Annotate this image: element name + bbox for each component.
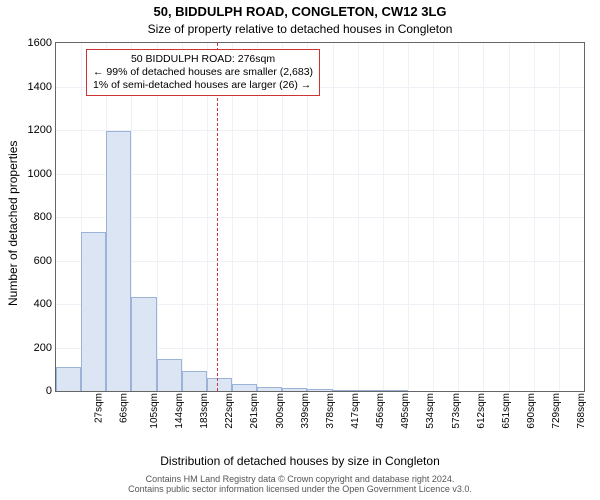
histogram-bar: [282, 388, 307, 391]
histogram-bar: [56, 367, 81, 391]
grid-line-v: [333, 43, 334, 391]
x-tick: 144sqm: [174, 393, 185, 429]
grid-line-v: [483, 43, 484, 391]
x-tick: 534sqm: [426, 393, 437, 429]
callout-line: ← 99% of detached houses are smaller (2,…: [93, 66, 313, 79]
grid-line-v: [408, 43, 409, 391]
y-tick: 1400: [28, 81, 56, 93]
histogram-bar: [157, 359, 182, 391]
x-tick: 339sqm: [300, 393, 311, 429]
x-tick: 729sqm: [551, 393, 562, 429]
x-tick: 768sqm: [576, 393, 587, 429]
y-tick: 800: [34, 211, 56, 223]
histogram-bar: [333, 390, 358, 391]
histogram-bar: [131, 297, 156, 391]
y-tick: 0: [46, 385, 56, 397]
grid-line-h: [56, 261, 584, 262]
x-tick: 300sqm: [275, 393, 286, 429]
grid-line-v: [383, 43, 384, 391]
x-tick: 612sqm: [476, 393, 487, 429]
y-tick: 1000: [28, 168, 56, 180]
y-tick: 200: [34, 342, 56, 354]
x-tick: 66sqm: [118, 393, 129, 423]
histogram-bar: [307, 389, 332, 391]
chart-title-line1: 50, BIDDULPH ROAD, CONGLETON, CW12 3LG: [0, 4, 600, 19]
histogram-bar: [232, 384, 257, 391]
histogram-bar: [106, 131, 131, 391]
x-tick: 183sqm: [199, 393, 210, 429]
x-tick: 417sqm: [350, 393, 361, 429]
y-tick: 1200: [28, 124, 56, 136]
chart-title-line2: Size of property relative to detached ho…: [0, 22, 600, 36]
x-tick: 378sqm: [325, 393, 336, 429]
x-tick: 222sqm: [224, 393, 235, 429]
plot-area: 0200400600800100012001400160027sqm66sqm1…: [55, 42, 585, 392]
footer: Contains HM Land Registry data © Crown c…: [0, 474, 600, 494]
histogram-bar: [81, 232, 106, 391]
grid-line-h: [56, 174, 584, 175]
grid-line-h: [56, 217, 584, 218]
x-tick: 495sqm: [400, 393, 411, 429]
reference-callout: 50 BIDDULPH ROAD: 276sqm← 99% of detache…: [86, 49, 320, 96]
histogram-bar: [207, 378, 232, 391]
x-tick: 456sqm: [375, 393, 386, 429]
x-tick: 261sqm: [250, 393, 261, 429]
grid-line-v: [358, 43, 359, 391]
histogram-bar: [358, 390, 383, 391]
histogram-bar: [257, 387, 282, 391]
chart-container: 50, BIDDULPH ROAD, CONGLETON, CW12 3LG S…: [0, 0, 600, 500]
grid-line-h: [56, 130, 584, 131]
x-tick: 651sqm: [501, 393, 512, 429]
x-tick: 105sqm: [149, 393, 160, 429]
histogram-bar: [383, 390, 408, 391]
y-axis-label: Number of detached properties: [6, 141, 20, 306]
grid-line-v: [433, 43, 434, 391]
callout-line: 50 BIDDULPH ROAD: 276sqm: [93, 53, 313, 66]
x-tick: 27sqm: [93, 393, 104, 423]
x-axis-label: Distribution of detached houses by size …: [0, 454, 600, 468]
grid-line-v: [559, 43, 560, 391]
x-tick: 573sqm: [451, 393, 462, 429]
x-tick: 690sqm: [526, 393, 537, 429]
footer-line1: Contains HM Land Registry data © Crown c…: [0, 474, 600, 484]
y-tick: 1600: [28, 37, 56, 49]
callout-line: 1% of semi-detached houses are larger (2…: [93, 79, 313, 92]
histogram-bar: [182, 371, 207, 391]
y-tick: 400: [34, 298, 56, 310]
footer-line2: Contains public sector information licen…: [0, 484, 600, 494]
grid-line-v: [458, 43, 459, 391]
grid-line-v: [534, 43, 535, 391]
y-tick: 600: [34, 255, 56, 267]
grid-line-v: [509, 43, 510, 391]
